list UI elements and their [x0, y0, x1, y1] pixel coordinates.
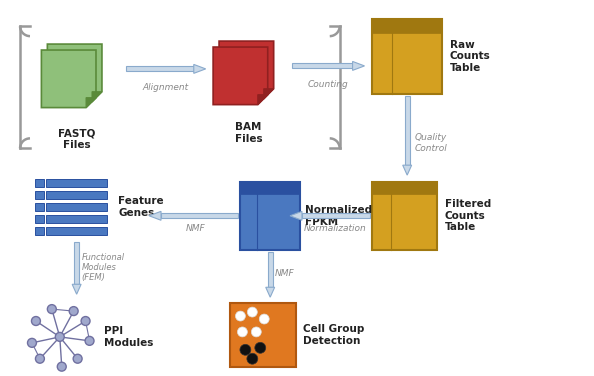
Polygon shape — [72, 284, 81, 294]
Circle shape — [247, 353, 258, 364]
Bar — [127, 67, 194, 71]
Bar — [405, 96, 410, 165]
Polygon shape — [194, 64, 206, 73]
Text: Normalization: Normalization — [304, 224, 366, 233]
Text: Feature
Genes: Feature Genes — [118, 196, 164, 218]
Bar — [241, 182, 300, 194]
Polygon shape — [264, 89, 274, 99]
Bar — [35, 191, 44, 199]
Polygon shape — [42, 50, 96, 108]
Text: Counting: Counting — [308, 80, 348, 89]
Circle shape — [255, 343, 266, 353]
Bar — [35, 215, 44, 223]
Bar — [35, 203, 44, 211]
Circle shape — [85, 337, 94, 345]
Bar — [46, 191, 108, 199]
Text: NMF: NMF — [186, 224, 206, 233]
Circle shape — [31, 317, 40, 326]
Bar — [35, 227, 44, 235]
Bar — [292, 64, 353, 68]
Bar — [35, 179, 44, 187]
Bar — [161, 213, 238, 218]
Bar — [46, 227, 108, 235]
Text: Functional
Modules
(FEM): Functional Modules (FEM) — [81, 253, 125, 282]
Circle shape — [238, 327, 247, 337]
Bar — [372, 19, 442, 94]
Polygon shape — [213, 47, 268, 105]
Polygon shape — [258, 95, 268, 105]
Polygon shape — [266, 287, 274, 297]
Circle shape — [259, 314, 269, 324]
Circle shape — [48, 305, 56, 314]
Bar — [372, 182, 437, 250]
Circle shape — [69, 306, 78, 315]
Text: Normalized
FPKM: Normalized FPKM — [305, 205, 372, 227]
FancyBboxPatch shape — [229, 303, 296, 367]
Text: Cell Group
Detection: Cell Group Detection — [303, 324, 364, 346]
Text: Alignment: Alignment — [143, 83, 189, 92]
Circle shape — [235, 311, 245, 321]
Text: Filtered
Counts
Table: Filtered Counts Table — [445, 199, 491, 232]
Polygon shape — [149, 211, 161, 220]
Bar — [372, 19, 442, 33]
Circle shape — [81, 317, 90, 326]
Circle shape — [57, 362, 66, 371]
Circle shape — [36, 354, 45, 363]
Bar — [46, 215, 108, 223]
Bar — [302, 213, 371, 218]
Polygon shape — [290, 211, 302, 220]
Polygon shape — [92, 92, 102, 102]
Text: Quality
Control: Quality Control — [415, 133, 448, 153]
Text: NMF: NMF — [275, 269, 295, 278]
Circle shape — [247, 307, 257, 317]
Polygon shape — [403, 165, 412, 175]
Polygon shape — [48, 44, 102, 102]
Bar — [46, 179, 108, 187]
Circle shape — [240, 344, 251, 355]
Text: PPI
Modules: PPI Modules — [105, 326, 154, 348]
Bar — [372, 182, 437, 194]
Polygon shape — [86, 98, 96, 108]
Text: Raw
Counts
Table: Raw Counts Table — [450, 40, 491, 73]
Circle shape — [55, 332, 64, 341]
Polygon shape — [219, 41, 274, 99]
Text: FASTQ
Files: FASTQ Files — [58, 129, 95, 150]
Circle shape — [251, 327, 261, 337]
Text: BAM
Files: BAM Files — [235, 123, 262, 144]
Polygon shape — [353, 61, 365, 70]
Bar — [268, 252, 273, 287]
Bar — [74, 242, 79, 284]
Bar — [241, 182, 300, 250]
Bar — [46, 203, 108, 211]
Circle shape — [73, 354, 82, 363]
Circle shape — [27, 338, 36, 347]
